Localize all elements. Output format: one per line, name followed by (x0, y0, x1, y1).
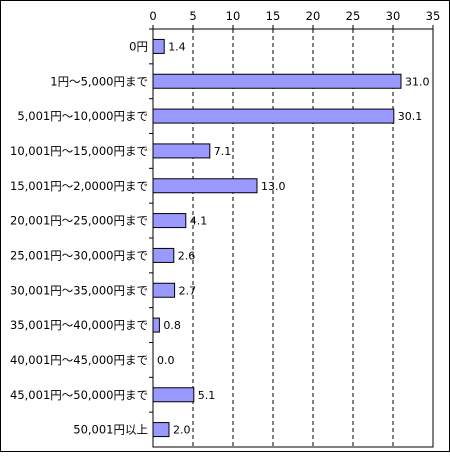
bar (152, 317, 160, 333)
bar (152, 247, 175, 263)
x-tick-label: 30 (386, 9, 401, 23)
data-label: 0.8 (163, 319, 181, 332)
data-label: 2.6 (178, 249, 196, 262)
category-label: 1円～5,000円まで (50, 74, 148, 88)
data-label: 1.4 (168, 40, 186, 53)
plot-area (152, 28, 434, 448)
bar (152, 387, 195, 403)
category-label: 40,001円～45,000円まで (10, 353, 148, 367)
data-label: 2.0 (173, 424, 191, 437)
x-axis-ticks: 0 5 10 15 20 25 30 35 (149, 9, 441, 413)
category-label: 50,001円以上 (73, 423, 148, 437)
bar (152, 38, 165, 54)
category-label: 15,001円～2,0000円まで (10, 179, 148, 193)
category-label: 20,001円～25,000円まで (10, 214, 148, 228)
bar (152, 422, 170, 438)
x-tick-label: 15 (266, 9, 281, 23)
data-labels: 1.4 31.0 30.1 7.1 13.0 4.1 2.6 2.7 0.8 0.0 5.1 2.0 (157, 40, 430, 436)
x-tick-label: 20 (306, 9, 321, 23)
category-labels: 0円 1円～5,000円まで 5,001円～10,000円まで 10,001円～15,… (10, 39, 148, 436)
category-label: 35,001円～40,000円まで (10, 318, 148, 332)
x-tick-label: 35 (426, 9, 441, 23)
category-label: 0円 (129, 39, 148, 53)
bar (152, 143, 211, 159)
bar (152, 108, 395, 124)
category-label: 5,001円～10,000円まで (17, 109, 148, 123)
data-label: 4.1 (190, 215, 208, 228)
data-label: 31.0 (405, 75, 430, 88)
category-label: 25,001円～30,000円まで (10, 248, 148, 262)
bar (152, 73, 402, 89)
x-tick-label: 0 (149, 9, 156, 23)
data-label: 5.1 (198, 389, 216, 402)
bar (152, 213, 187, 229)
bar (152, 282, 176, 298)
bars (152, 38, 402, 438)
data-label: 30.1 (398, 110, 423, 123)
data-label: 7.1 (214, 145, 232, 158)
category-label: 45,001円～50,000円まで (10, 388, 148, 402)
data-label: 0.0 (157, 354, 175, 367)
data-label: 13.0 (261, 180, 286, 193)
x-tick-label: 25 (346, 9, 361, 23)
category-label: 30,001円～35,000円まで (10, 283, 148, 297)
gridlines (192, 29, 394, 447)
data-label: 2.7 (179, 284, 197, 297)
x-tick-label: 10 (226, 9, 241, 23)
bar (152, 178, 258, 194)
x-tick-label: 5 (189, 9, 196, 23)
category-label: 10,001円～15,000円まで (10, 144, 148, 158)
